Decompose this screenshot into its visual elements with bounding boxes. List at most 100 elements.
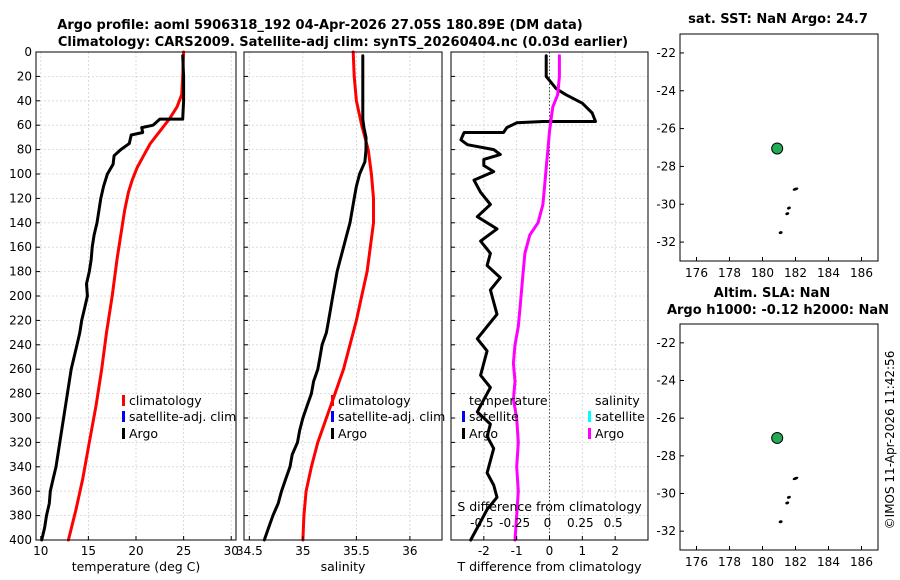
y-tick-label: 0 [24,45,32,59]
s-tick-label: 0.25 [567,516,594,530]
float-position-marker [771,142,784,155]
y-tick-label: -26 [656,411,676,425]
title-line-2: Climatology: CARS2009. Satellite-adj cli… [58,35,628,50]
island-mark [778,520,783,524]
y-tick-label: -22 [656,336,676,350]
x-axis-label: salinity [321,559,366,574]
island-mark [778,231,783,235]
map-frame [679,323,879,551]
y-tick-label: 220 [9,313,32,327]
x-tick-label: 2 [611,544,619,558]
salinity-profile-panel: 34.5 35 35.5 36 salinity [236,50,443,574]
series-line-climatology [66,50,186,542]
x-tick-label: 178 [718,555,741,569]
legend-climatology-label: climatology [338,393,411,408]
x-tick-label: 20 [128,544,143,558]
series-line-argo [40,54,186,542]
legend-argo-salinity-swatch [588,428,591,439]
x-tick-label: -1 [511,544,523,558]
legend-satellite-label: satellite-adj. clim [338,409,445,424]
y-tick-label: -22 [656,46,676,60]
y-tick-label: 80 [17,143,32,157]
s-tick-label: -0.25 [499,516,530,530]
x-tick-label: 182 [784,266,807,280]
legend-argo-swatch [122,428,125,439]
y-tick-label: 320 [9,435,32,449]
legend-satellite-swatch [122,411,125,422]
map-sla-panel: 176 178 180 182 184 186 -22 -24 -26 -28 -30 -32 [656,323,879,569]
y-tick-label: -32 [656,524,676,538]
x-tick-label: 36 [402,544,417,558]
y-tick-label: 160 [9,240,32,254]
legend-climatology-swatch [122,395,125,406]
y-tick-label: 200 [9,289,32,303]
s-axis-label: S difference from climatology [457,499,642,514]
s-tick-label: 0 [544,516,552,530]
x-tick-label: 30 [224,544,239,558]
difference-profile-panel: -2 -1 0 1 2T difference from climatology S di… [450,51,649,574]
legend-satellite-label: satellite [469,409,519,424]
y-tick-label: 260 [9,362,32,376]
x-tick-label: 176 [685,266,708,280]
float-position-marker [771,431,784,444]
y-tick-label: 240 [9,338,32,352]
y-tick-label: 280 [9,387,32,401]
title-line-1: Argo profile: aoml 5906318_192 04-Apr-20… [57,18,582,33]
series-line-argo [262,54,368,542]
y-tick-label: -24 [656,374,676,388]
difference-legend: temperature satellite Argo salinity sate… [462,393,645,441]
legend-temperature-heading: temperature [469,393,548,408]
legend-argo-salinity-label: Argo [595,426,624,441]
x-tick-label: 180 [751,555,774,569]
y-tick-label: 360 [9,484,32,498]
y-tick-label: 380 [9,509,32,523]
x-tick-label: 182 [784,555,807,569]
x-axis-label: T difference from climatology [456,559,642,574]
imos-credit: ©IMOS 11-Apr-2026 11:42:56 [883,351,897,530]
y-tick-label: -24 [656,84,676,98]
legend-argo-label: Argo [129,426,158,441]
island-mark [792,476,799,481]
legend-argo-label: Argo [469,426,498,441]
y-tick-label: 40 [17,94,32,108]
y-tick-label: -30 [656,487,676,501]
y-tick-label: 60 [17,118,32,132]
s-tick-label: 0.5 [604,516,623,530]
s-tick-label: -0.5 [470,516,493,530]
legend-argo-swatch [331,428,334,439]
x-tick-label: 186 [850,266,873,280]
series-line-t-difference-argo- [459,54,597,542]
x-tick-label: 184 [817,555,840,569]
y-tick-label: -28 [656,159,676,173]
x-tick-label: 35.5 [343,544,370,558]
y-tick-label: 140 [9,216,32,230]
legend-argo-label: Argo [338,426,367,441]
x-tick-label: 0 [546,544,554,558]
x-tick-label: -2 [478,544,490,558]
legend-climatology-swatch [331,395,334,406]
x-tick-label: 34.5 [236,544,263,558]
legend-climatology-label: climatology [129,393,202,408]
x-tick-label: 180 [751,266,774,280]
island-mark [792,187,799,191]
island-mark [786,495,791,499]
x-tick-label: 35 [295,544,310,558]
map-sst-title: sat. SST: NaN Argo: 24.7 [688,12,868,27]
legend-satellite-label: satellite-adj. clim [129,409,236,424]
x-axis-label: temperature (deg C) [72,559,201,574]
legend-salinity-heading: salinity [595,393,640,408]
legend-satellite-salinity-label: satellite [595,409,645,424]
series-line-s-difference-argo- [511,54,561,542]
x-tick-label: 186 [850,555,873,569]
legend-satellite-swatch [331,411,334,422]
island-mark [786,206,791,210]
y-tick-label: 20 [17,69,32,83]
x-tick-label: 25 [176,544,191,558]
y-tick-label: 100 [9,167,32,181]
y-tick-label: 120 [9,191,32,205]
x-tick-label: 176 [685,555,708,569]
y-tick-label: -32 [656,235,676,249]
temperature-profile-panel: 10 15 20 25 30020406080100120140160180200220… [9,45,239,574]
y-tick-label: -28 [656,449,676,463]
